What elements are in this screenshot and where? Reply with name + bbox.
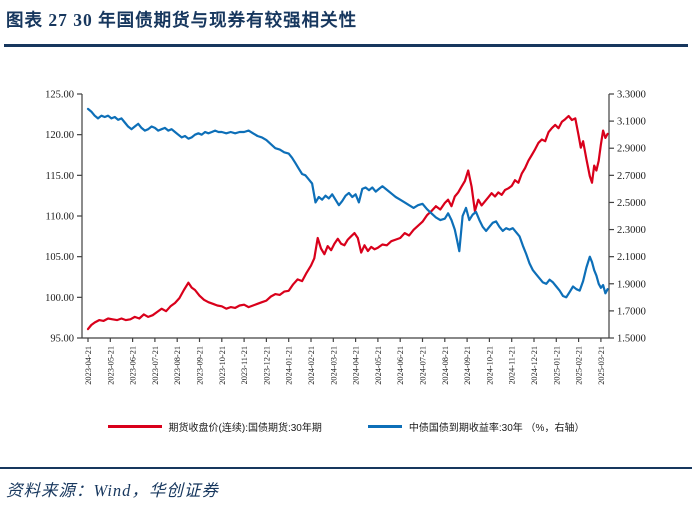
- red-line-swatch: [107, 425, 162, 428]
- right-axis-label: 1.9000: [617, 279, 646, 290]
- series-line-0: [86, 114, 609, 331]
- left-axis-label: 115.00: [46, 171, 75, 182]
- legend-item-yield: 中债国债到期收益率:30年 （%，右轴）: [367, 419, 585, 434]
- x-axis-label: 2024-08-21: [441, 346, 450, 385]
- x-axis-label: 2024-06-21: [396, 346, 405, 385]
- chart-title: 图表 27 30 年国债期货与现券有较强相关性: [6, 10, 358, 30]
- right-axis-label: 3.3000: [617, 90, 646, 101]
- left-axis-label: 100.00: [45, 293, 74, 304]
- footer-divider: [0, 467, 692, 469]
- x-axis-label: 2024-07-21: [419, 346, 428, 385]
- x-axis-label: 2023-08-21: [173, 346, 182, 385]
- x-axis-label: 2023-09-21: [196, 346, 205, 385]
- right-axis-label: 1.5000: [617, 334, 646, 345]
- source-note: 资料来源：Wind，华创证券: [6, 481, 219, 500]
- left-axis-label: 105.00: [45, 252, 74, 263]
- x-axis-label: 2023-07-21: [151, 346, 160, 385]
- right-axis-label: 1.7000: [617, 306, 646, 317]
- x-axis-label: 2023-06-21: [129, 346, 138, 385]
- blue-line-swatch: [367, 425, 402, 428]
- chart-legend: 期货收盘价(连续):国债期货:30年期 中债国债到期收益率:30年 （%，右轴）: [0, 419, 692, 434]
- x-axis-label: 2024-02-21: [307, 346, 316, 385]
- x-axis-label: 2025-03-21: [597, 346, 606, 385]
- legend-label-yield: 中债国债到期收益率:30年 （%，右轴）: [408, 423, 585, 434]
- x-axis-label: 2023-12-21: [262, 346, 271, 385]
- x-axis-label: 2024-11-21: [508, 346, 517, 384]
- x-axis-label: 2024-09-21: [463, 346, 472, 385]
- legend-label-futures: 期货收盘价(连续):国债期货:30年期: [168, 423, 322, 434]
- right-axis-label: 2.9000: [617, 144, 646, 155]
- x-axis-label: 2024-03-21: [329, 346, 338, 385]
- x-axis-label: 2025-02-21: [575, 346, 584, 385]
- x-axis-label: 2023-10-21: [218, 346, 227, 385]
- x-axis-label: 2024-01-21: [285, 346, 294, 385]
- x-axis-label: 2023-04-21: [84, 346, 93, 385]
- legend-item-futures: 期货收盘价(连续):国债期货:30年期: [107, 419, 322, 434]
- right-axis-label: 2.5000: [617, 198, 646, 209]
- x-axis-label: 2023-05-21: [106, 346, 115, 385]
- right-axis-label: 3.1000: [617, 117, 646, 128]
- title-divider: [4, 44, 688, 47]
- right-axis-label: 2.7000: [617, 171, 646, 182]
- left-axis-label: 110.00: [46, 212, 75, 223]
- x-axis-label: 2023-11-21: [240, 346, 249, 384]
- x-axis-label: 2024-04-21: [352, 346, 361, 385]
- left-axis-label: 125.00: [45, 90, 74, 101]
- x-axis-label: 2024-12-21: [530, 346, 539, 385]
- right-axis-label: 2.1000: [617, 252, 646, 263]
- x-axis-label: 2025-01-21: [552, 346, 561, 385]
- left-axis-label: 95.00: [50, 334, 74, 345]
- series-line-1: [86, 107, 609, 299]
- left-axis-label: 120.00: [45, 130, 74, 141]
- right-axis-label: 2.3000: [617, 225, 646, 236]
- x-axis-label: 2024-05-21: [374, 346, 383, 385]
- x-axis-label: 2024-10-21: [485, 346, 494, 385]
